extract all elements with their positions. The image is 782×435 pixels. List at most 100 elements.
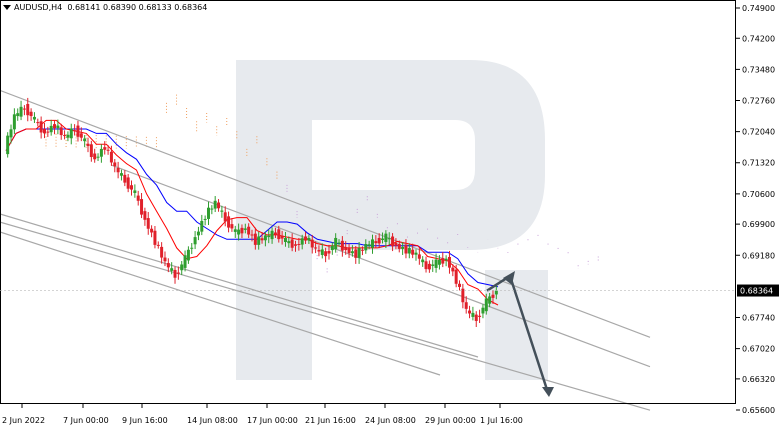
candle-body xyxy=(464,302,468,309)
candle-body xyxy=(140,199,144,215)
trend-lines xyxy=(0,89,651,411)
candle-body xyxy=(354,249,358,258)
candle-body xyxy=(458,283,462,287)
candle-body xyxy=(401,246,405,249)
candle-body xyxy=(86,143,90,147)
candle-body xyxy=(247,226,251,235)
candle-body xyxy=(404,245,408,254)
candle-body xyxy=(106,149,110,151)
candle-body xyxy=(434,259,438,268)
candle-body xyxy=(210,208,214,210)
candle-body xyxy=(267,235,271,238)
high-value: 0.68390 xyxy=(102,3,137,12)
candle-body xyxy=(109,151,113,163)
candle-body xyxy=(394,242,398,246)
chevron-down-icon[interactable] xyxy=(3,5,11,10)
y-tick-label: 0.72040 xyxy=(742,128,775,137)
candle-body xyxy=(481,307,485,314)
candle-body xyxy=(417,254,421,259)
candle-body xyxy=(73,130,77,132)
candle-body xyxy=(89,144,93,157)
candle-body xyxy=(196,231,200,236)
candle-body xyxy=(79,133,83,138)
y-tick-label: 0.73480 xyxy=(742,65,775,74)
candle-body xyxy=(431,264,435,266)
low-value: 0.68133 xyxy=(138,3,172,12)
candle-body xyxy=(340,240,344,251)
current-price-label: 0.68364 xyxy=(740,287,773,296)
candle-body xyxy=(478,315,482,317)
candle-body xyxy=(123,174,127,183)
candle-body xyxy=(119,173,123,176)
candle-body xyxy=(471,312,475,317)
candle-body xyxy=(257,236,261,245)
candle-body xyxy=(116,167,120,173)
candle-body xyxy=(451,267,455,272)
candle-body xyxy=(39,121,43,133)
plot-frame xyxy=(0,0,736,404)
candle-body xyxy=(263,235,267,241)
candle-body xyxy=(381,238,385,240)
candle-body xyxy=(176,272,180,274)
candle-body xyxy=(334,237,338,250)
candle-body xyxy=(330,245,334,251)
current-price-box xyxy=(737,284,779,297)
x-tick-label: 1 Jul 16:00 xyxy=(480,416,523,425)
candle-body xyxy=(310,239,314,248)
channel-lower-2 xyxy=(0,231,441,376)
candle-body xyxy=(297,244,301,246)
candle-body xyxy=(32,116,36,120)
y-tick-label: 0.65600 xyxy=(742,406,775,415)
candle-body xyxy=(180,264,184,271)
candle-body xyxy=(424,261,428,270)
candle-body xyxy=(384,233,388,242)
candle-body xyxy=(350,251,354,254)
candles xyxy=(6,97,498,328)
candle-body xyxy=(397,244,401,249)
candle-body xyxy=(287,241,291,244)
candle-body xyxy=(444,258,448,261)
candle-body xyxy=(200,220,204,232)
candle-body xyxy=(69,128,73,139)
candle-body xyxy=(133,190,137,194)
candle-body xyxy=(66,134,70,138)
candle-body xyxy=(42,129,46,134)
candle-body xyxy=(407,248,411,254)
y-tick-label: 0.67020 xyxy=(742,345,775,354)
candle-body xyxy=(143,211,147,220)
candle-body xyxy=(166,263,170,268)
candle-body xyxy=(217,202,221,209)
x-tick-label: 7 Jun 00:00 xyxy=(63,416,109,425)
candle-body xyxy=(183,255,187,268)
y-tick-label: 0.67740 xyxy=(742,313,775,322)
watermark-leg xyxy=(485,270,548,380)
watermark-logo xyxy=(236,60,548,380)
candle-body xyxy=(230,224,234,229)
candle-body xyxy=(277,229,281,240)
candle-body xyxy=(447,256,451,268)
candle-body xyxy=(488,296,492,304)
candle-body xyxy=(156,244,160,246)
candle-body xyxy=(347,248,351,254)
candle-body xyxy=(290,239,294,248)
candle-body xyxy=(227,216,231,228)
y-tick-label: 0.69900 xyxy=(742,220,775,229)
close-value: 0.68364 xyxy=(174,3,208,12)
candle-body xyxy=(22,108,26,110)
candle-body xyxy=(367,244,371,246)
candle-body xyxy=(317,250,321,252)
x-tick-label: 2 Jun 2022 xyxy=(2,416,45,425)
candle-body xyxy=(250,234,254,236)
channel-mid xyxy=(111,164,651,368)
y-tick-label: 0.71320 xyxy=(742,159,775,168)
candle-body xyxy=(327,250,331,254)
candle-body xyxy=(441,258,445,264)
y-tick-label: 0.66320 xyxy=(742,375,775,384)
watermark-shape xyxy=(236,60,545,380)
candle-body xyxy=(146,218,150,229)
candle-body xyxy=(344,247,348,251)
y-tick-label: 0.74200 xyxy=(742,34,775,43)
candle-body xyxy=(12,114,16,130)
candle-body xyxy=(364,244,368,251)
